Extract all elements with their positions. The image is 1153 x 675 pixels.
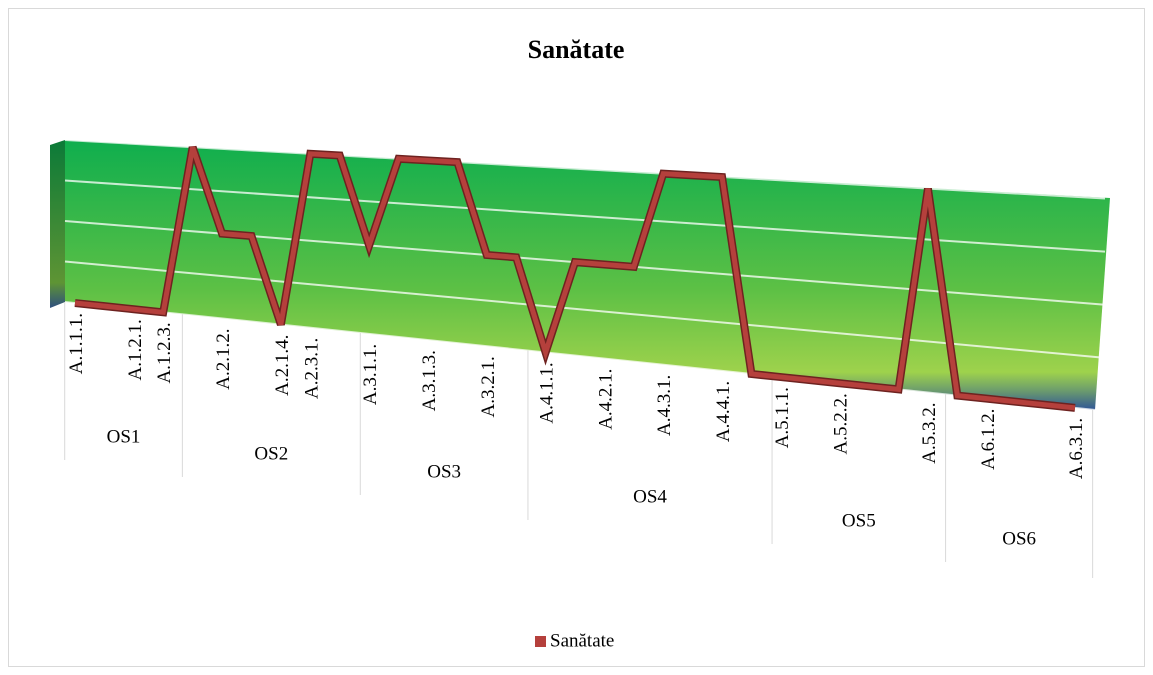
x-tick-label: A.1.1.1. <box>66 313 87 374</box>
group-label: OS6 <box>1002 528 1036 549</box>
chart-title: Sanătate <box>528 35 625 64</box>
x-tick-label: A.5.2.2. <box>831 393 852 454</box>
back-wall <box>65 140 1110 410</box>
line <box>74 146 1076 411</box>
group-label: OS1 <box>107 426 141 447</box>
x-tick-label: A.2.1.4. <box>272 335 293 396</box>
x-tick-label: A.6.1.2. <box>978 409 999 470</box>
x-tick-label: A.5.3.2. <box>919 402 940 463</box>
group-label: OS4 <box>633 486 667 507</box>
group-label: OS5 <box>842 510 876 531</box>
x-tick-label: A.6.3.1. <box>1066 418 1087 479</box>
legend-label: Sanătate <box>550 630 614 651</box>
grid-line <box>64 260 1106 359</box>
group-label: OS2 <box>254 443 288 464</box>
x-tick-label: A.3.1.3. <box>419 350 440 411</box>
x-tick-label: A.3.2.1. <box>478 356 499 417</box>
x-tick-label: A.2.1.2. <box>213 328 234 389</box>
legend-swatch <box>535 636 546 647</box>
x-tick-label: A.4.4.1. <box>713 381 734 442</box>
x-tick-label: A.1.2.1. <box>125 319 146 380</box>
grid-line <box>64 301 1106 413</box>
x-tick-label: A.4.2.1. <box>595 369 616 430</box>
x-tick-label: A.2.3.1. <box>301 338 322 399</box>
x-tick-label: A.5.1.1. <box>772 387 793 448</box>
x-tick-label: A.4.3.1. <box>654 375 675 436</box>
group-label: OS3 <box>427 461 461 482</box>
x-tick-label: A.4.1.1. <box>537 362 558 423</box>
side-wall <box>50 140 65 308</box>
x-tick-label: A.3.1.1. <box>360 344 381 405</box>
x-tick-label: A.1.2.3. <box>154 322 175 383</box>
